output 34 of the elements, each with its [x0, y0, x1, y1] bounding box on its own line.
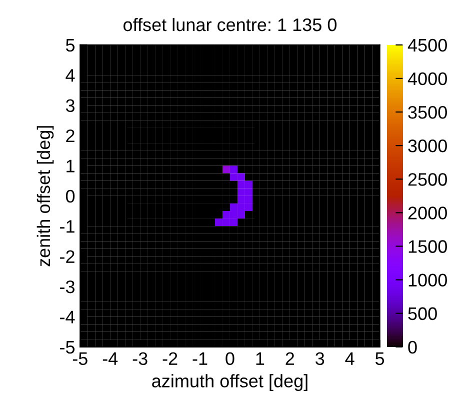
y-tick-label: 0 — [66, 190, 75, 203]
color-bar-label: 4000 — [408, 72, 447, 86]
color-bar-label: 3500 — [408, 106, 447, 119]
x-tick-label: -4 — [102, 352, 118, 365]
y-tick-label: 5 — [66, 39, 75, 52]
x-axis-title: azimuth offset [deg] — [152, 374, 308, 391]
x-tick-label: 1 — [256, 352, 264, 365]
y-tick-label: 4 — [66, 69, 75, 82]
y-tick-label: -3 — [60, 280, 74, 294]
y-tick-label: 1 — [66, 160, 74, 172]
y-tick-label: 2 — [66, 129, 74, 142]
color-bar-label: 2000 — [408, 206, 447, 220]
chart-title: offset lunar centre: 1 135 0 — [124, 18, 337, 32]
color-bar-label: 4500 — [408, 38, 447, 52]
x-tick-label: -1 — [192, 352, 208, 365]
y-tick-label: -5 — [60, 341, 75, 354]
x-tick-label: 4 — [345, 352, 354, 365]
color-bar-label: 3000 — [408, 140, 447, 152]
y-tick-label: 3 — [66, 99, 74, 112]
x-tick-label: -2 — [162, 352, 178, 365]
y-tick-label: -1 — [60, 220, 74, 233]
y-tick-label: -4 — [60, 310, 75, 324]
y-axis-title: zenith offset [deg] — [36, 126, 54, 266]
color-bar-label: 1500 — [408, 240, 447, 253]
x-tick-label: 2 — [286, 352, 294, 365]
x-tick-label: -3 — [132, 352, 148, 366]
x-tick-label: 5 — [375, 352, 384, 366]
color-bar-label: 500 — [408, 307, 437, 320]
color-bar-label: 1000 — [408, 274, 447, 287]
color-bar-label: 0 — [408, 340, 417, 354]
y-tick-label: -2 — [60, 250, 74, 263]
color-bar-label: 2500 — [408, 173, 447, 186]
x-tick-label: 0 — [226, 352, 234, 366]
x-tick-label: 3 — [316, 352, 324, 366]
